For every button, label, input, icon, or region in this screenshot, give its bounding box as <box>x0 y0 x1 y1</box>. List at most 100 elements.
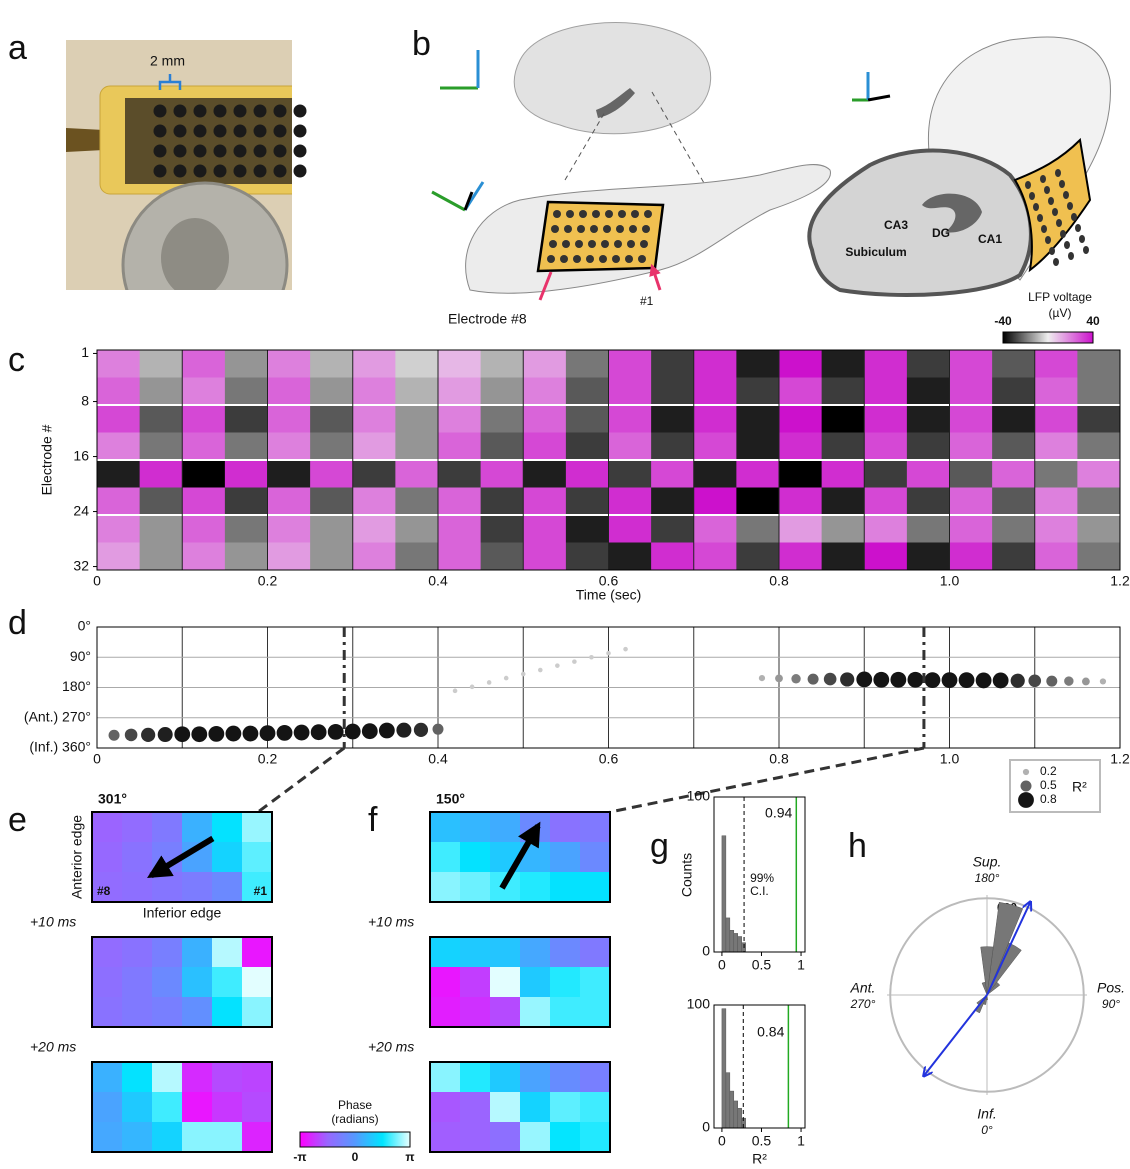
time-offset: +20 ms <box>30 1039 76 1055</box>
phase-cell <box>580 997 611 1028</box>
heat-cell <box>438 405 481 433</box>
point <box>1064 676 1073 685</box>
point <box>433 724 444 735</box>
electrode <box>1044 186 1050 194</box>
heat-cell <box>609 433 652 461</box>
y-tick-label: (Ant.) 270° <box>24 708 91 724</box>
bar <box>730 1091 734 1128</box>
heat-cell <box>822 350 865 378</box>
direction-label: Sup. <box>973 854 1002 870</box>
heat-cell <box>1035 378 1078 406</box>
point <box>840 672 854 686</box>
heat-cell <box>907 378 950 406</box>
phase-cell <box>430 872 461 903</box>
heat-cell <box>566 350 609 378</box>
point <box>226 726 242 742</box>
point <box>572 659 577 664</box>
x-tick-label: 0.5 <box>752 1133 772 1149</box>
heat-cell <box>523 405 566 433</box>
phase-cell <box>550 842 581 873</box>
heat-cell <box>353 350 396 378</box>
observed-label: 0.84 <box>757 1024 784 1040</box>
electrode <box>294 105 307 118</box>
heat-cell <box>779 405 822 433</box>
electrode <box>1045 236 1051 244</box>
x-tick-label: 0.4 <box>428 573 448 589</box>
phase-cell <box>182 1122 213 1153</box>
phase-cell <box>212 967 243 998</box>
phase-cell <box>520 872 551 903</box>
colorbar-tick-label: 0 <box>352 1150 359 1164</box>
phase-cell <box>122 842 153 873</box>
electrode <box>234 145 247 158</box>
colorbar <box>300 1132 410 1147</box>
electrode <box>254 165 267 178</box>
phase-cell <box>520 1092 551 1123</box>
y-tick-label: 0 <box>702 943 710 959</box>
electrode <box>575 240 583 248</box>
heat-cell <box>481 488 524 516</box>
point <box>243 726 259 742</box>
heat-cell <box>694 350 737 378</box>
heat-cell <box>651 350 694 378</box>
x-tick-label: 0 <box>93 573 101 589</box>
electrode <box>586 255 594 263</box>
heat-cell <box>225 405 268 433</box>
heat-cell <box>310 488 353 516</box>
point <box>453 689 458 694</box>
heat-cell <box>822 543 865 571</box>
electrode <box>1040 175 1046 183</box>
heat-cell <box>651 488 694 516</box>
point <box>396 723 411 738</box>
figure: abcdefgh2 mmElectrode #8#1CA3DGCA1Subicu… <box>0 0 1130 1169</box>
heat-cell <box>182 405 225 433</box>
phase-cell <box>520 1062 551 1093</box>
point <box>791 674 800 683</box>
heat-cell <box>907 350 950 378</box>
heat-cell <box>950 405 993 433</box>
phase-cell <box>182 997 213 1028</box>
phase-cell <box>430 1122 461 1153</box>
heat-cell <box>481 405 524 433</box>
heat-cell <box>310 515 353 543</box>
heat-cell <box>992 543 1035 571</box>
electrode <box>214 165 227 178</box>
phase-cell <box>550 1062 581 1093</box>
electrode <box>274 145 287 158</box>
heat-cell <box>736 515 779 543</box>
heat-cell <box>651 460 694 488</box>
electrode <box>174 105 187 118</box>
point <box>908 672 924 688</box>
electrode <box>274 125 287 138</box>
phase-cell <box>550 1092 581 1123</box>
heat-cell <box>395 543 438 571</box>
direction-label: Ant. <box>850 980 876 996</box>
x-tick-label: 1.0 <box>940 751 960 767</box>
heat-cell <box>779 433 822 461</box>
heat-cell <box>864 515 907 543</box>
phase-cell <box>122 1092 153 1123</box>
heat-cell <box>694 543 737 571</box>
phase-cell <box>182 937 213 968</box>
colorbar-tick-label: -40 <box>994 314 1012 328</box>
heat-cell <box>97 350 140 378</box>
heat-cell <box>907 460 950 488</box>
y-tick-label: 100 <box>687 996 711 1012</box>
panel-label: c <box>8 341 25 379</box>
heat-cell <box>438 515 481 543</box>
heat-cell <box>822 515 865 543</box>
phase-cell <box>212 842 243 873</box>
point <box>925 672 941 688</box>
direction-label: 301° <box>98 791 127 807</box>
heat-cell <box>651 543 694 571</box>
heat-cell <box>736 488 779 516</box>
electrode <box>254 105 267 118</box>
bar <box>722 1009 726 1128</box>
heat-cell <box>310 350 353 378</box>
point <box>345 724 361 740</box>
phase-cell <box>92 1122 123 1153</box>
heat-cell <box>779 350 822 378</box>
legend-marker <box>1023 769 1029 775</box>
heat-cell <box>182 543 225 571</box>
heat-cell <box>523 433 566 461</box>
